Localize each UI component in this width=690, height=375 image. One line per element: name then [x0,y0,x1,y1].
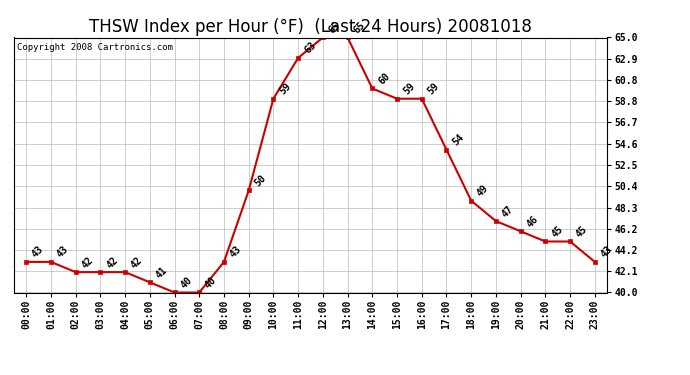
Text: 43: 43 [30,244,46,260]
Text: 65: 65 [352,20,367,35]
Text: 63: 63 [302,40,317,56]
Text: 59: 59 [277,81,293,96]
Title: THSW Index per Hour (°F)  (Last 24 Hours) 20081018: THSW Index per Hour (°F) (Last 24 Hours)… [89,18,532,36]
Text: 49: 49 [475,183,491,198]
Text: 50: 50 [253,173,268,188]
Text: 45: 45 [549,224,565,239]
Text: 43: 43 [228,244,244,260]
Text: 47: 47 [500,204,515,219]
Text: 41: 41 [154,265,169,280]
Text: 42: 42 [104,255,120,270]
Text: 42: 42 [129,255,145,270]
Text: 40: 40 [204,275,219,290]
Text: 60: 60 [377,71,392,86]
Text: 43: 43 [599,244,614,260]
Text: 59: 59 [401,81,417,96]
Text: Copyright 2008 Cartronics.com: Copyright 2008 Cartronics.com [17,43,172,52]
Text: 59: 59 [426,81,442,96]
Text: 65: 65 [327,20,342,35]
Text: 42: 42 [80,255,95,270]
Text: 40: 40 [179,275,194,290]
Text: 43: 43 [55,244,70,260]
Text: 46: 46 [525,214,540,229]
Text: 54: 54 [451,132,466,147]
Text: 45: 45 [574,224,590,239]
